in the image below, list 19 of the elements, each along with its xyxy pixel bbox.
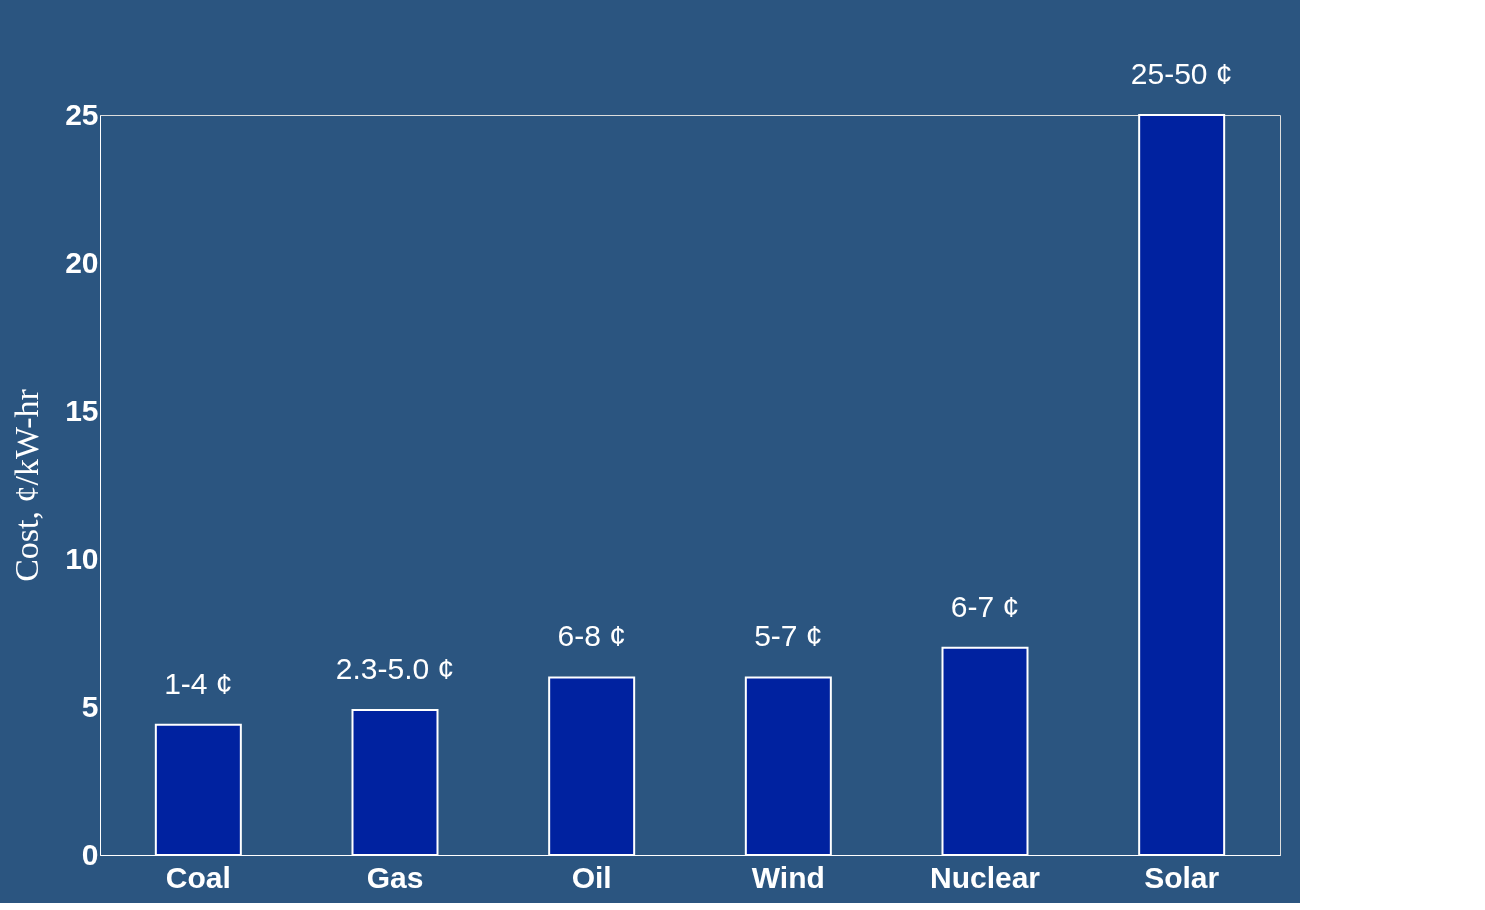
x-tick-label: Gas: [366, 860, 424, 894]
data-label: 25-50 ¢: [1130, 57, 1233, 90]
data-label: 1-4 ¢: [164, 666, 233, 700]
x-tick-label: Oil: [571, 860, 612, 894]
x-tick-label: Solar: [1144, 860, 1220, 894]
y-tick-label: 10: [65, 541, 99, 575]
x-tick-label: Nuclear: [929, 860, 1041, 894]
y-tick-label: 25: [65, 97, 99, 131]
y-tick-label: 20: [65, 245, 99, 279]
data-label: 6-8 ¢: [557, 619, 626, 653]
y-tick-label: 5: [81, 689, 99, 723]
y-tick-label: 15: [65, 393, 99, 427]
data-label: 6-7 ¢: [950, 589, 1020, 623]
x-tick-label: Wind: [751, 860, 825, 894]
y-tick-label: 0: [81, 837, 99, 871]
data-label: 2.3-5.0 ¢: [335, 651, 455, 685]
y-axis-title: Cost, ¢/kW-hr: [8, 388, 46, 582]
x-tick-label: Coal: [165, 860, 231, 894]
data-label: 5-7 ¢: [754, 619, 823, 653]
